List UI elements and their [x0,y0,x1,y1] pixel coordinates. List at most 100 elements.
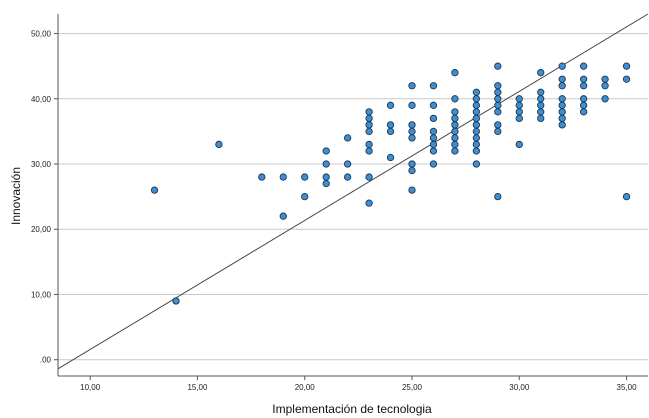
data-point-6 [301,173,309,181]
data-point-102 [622,192,631,201]
data-point-31 [408,134,416,142]
y-tick-label-1: 10,00 [31,290,52,299]
data-point-14 [343,173,352,181]
data-point-66 [494,95,502,103]
y-tick-label-0: .00 [40,356,52,365]
data-point-43 [451,69,459,77]
data-point-101 [622,75,631,83]
data-point-36 [429,101,438,109]
data-point-56 [472,114,481,123]
gridlines [58,33,648,361]
data-point-12 [343,134,352,142]
y-axis-title: Innovación [9,167,23,225]
data-point-63 [494,62,502,70]
reference-line-layer [57,13,649,370]
data-point-70 [494,127,502,136]
data-point-37 [429,114,438,123]
data-point-68 [494,108,502,116]
data-point-55 [472,108,481,116]
y-tick-label-5: 50,00 [31,30,52,39]
data-point-69 [494,121,502,129]
data-point-90 [558,121,566,129]
data-point-80 [537,101,545,109]
reference-line [57,13,649,370]
data-point-18 [365,127,373,136]
data-point-44 [451,95,459,103]
data-point-60 [472,140,481,149]
data-point-2 [215,140,223,149]
data-point-30 [408,127,416,136]
data-point-57 [472,121,481,129]
data-point-94 [579,95,588,103]
data-point-74 [515,108,523,116]
data-point-39 [429,134,438,142]
data-point-64 [494,82,502,90]
data-point-98 [601,82,609,90]
data-point-5 [279,212,287,220]
data-point-4 [279,173,287,181]
data-point-24 [386,121,395,129]
data-point-97 [601,75,609,83]
data-point-52 [472,88,481,96]
data-point-65 [494,88,502,96]
data-point-49 [451,134,459,142]
data-point-73 [515,101,523,109]
data-point-13 [343,160,352,168]
data-point-3 [258,173,266,181]
data-point-62 [472,160,481,168]
data-point-75 [515,114,523,123]
x-tick-label-3: 25,00 [402,383,423,392]
data-point-72 [515,95,523,103]
data-point-53 [472,95,481,103]
data-point-9 [322,160,330,168]
data-point-87 [558,101,566,109]
data-point-86 [558,95,566,103]
data-point-51 [451,147,459,155]
data-point-46 [451,114,459,123]
data-point-27 [408,82,416,90]
data-point-40 [429,140,438,149]
data-point-28 [408,101,416,109]
x-tick-label-0: 10,00 [80,383,101,392]
data-point-81 [537,108,545,116]
data-point-10 [322,173,330,181]
data-point-78 [537,88,545,96]
x-tick-label-4: 30,00 [509,383,530,392]
x-tick-label-5: 35,00 [617,383,638,392]
data-point-7 [301,192,309,201]
data-point-0 [150,186,159,194]
data-point-91 [579,62,588,70]
data-point-8 [322,147,330,155]
axes [57,14,648,377]
data-point-17 [365,121,373,129]
data-point-100 [622,62,631,70]
data-point-38 [429,127,438,136]
data-point-76 [515,140,523,149]
x-tick-labels: 10,00 15,00 20,00 25,00 30,00 35,00 [80,376,637,392]
data-point-59 [472,134,481,142]
data-point-67 [494,101,502,109]
x-tick-label-1: 15,00 [187,383,208,392]
data-point-77 [537,69,545,77]
data-point-93 [579,82,588,90]
y-tick-labels: .00 10,00 20,00 30,00 40,00 50,00 [31,30,58,365]
data-point-96 [579,108,588,116]
y-tick-label-4: 40,00 [31,95,52,104]
data-point-89 [558,114,566,123]
data-point-41 [429,147,438,155]
data-point-54 [472,101,481,109]
data-point-25 [386,127,395,136]
data-point-83 [558,62,566,70]
data-point-35 [429,82,438,90]
data-point-32 [408,160,416,168]
data-point-33 [408,166,416,175]
data-point-47 [451,121,459,129]
x-axis-title: Implementación de tecnologia [272,402,432,416]
data-point-20 [365,147,373,155]
data-point-84 [558,75,566,83]
data-point-92 [579,75,588,83]
data-point-1 [172,297,180,305]
data-points [150,62,631,305]
y-tick-label-3: 30,00 [31,160,52,169]
